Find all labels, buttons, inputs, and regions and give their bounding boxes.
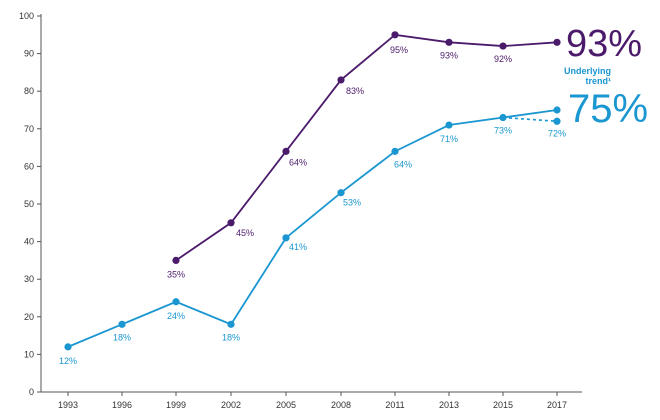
x-tick-label: 1999: [166, 400, 186, 410]
y-tick-label: 90: [24, 49, 34, 59]
underlying-trend-data-label: 72%: [548, 128, 566, 138]
blue-data-label: 53%: [343, 198, 361, 208]
underlying-trend-line: [502, 116, 558, 123]
purple-data-label: 92%: [494, 54, 512, 64]
purple-data-label: 45%: [236, 228, 254, 238]
purple-data-label: 83%: [346, 86, 364, 96]
purple-data-label: 93%: [440, 50, 458, 60]
purple-point: [337, 76, 345, 84]
x-tick-label: 2008: [331, 400, 351, 410]
trend-annotation-line2: trend¹: [586, 76, 612, 86]
blue-point: [64, 343, 72, 351]
y-tick-label: 60: [24, 161, 34, 171]
underlying-trend-point: [553, 117, 561, 125]
x-tick-label: 2017: [547, 400, 567, 410]
purple-line: [175, 33, 558, 262]
blue-line: [67, 109, 558, 348]
purple-point: [445, 38, 453, 46]
purple-point: [391, 31, 399, 39]
purple-point: [553, 38, 561, 46]
x-tick-label: 2015: [493, 400, 513, 410]
y-tick-label: 40: [24, 237, 34, 247]
y-tick-label: 50: [24, 199, 34, 209]
purple-end-value: 93%: [566, 23, 642, 65]
blue-end-value: 75%: [568, 87, 648, 131]
blue-point: [172, 298, 180, 306]
y-tick-label: 100: [19, 11, 34, 21]
blue-data-label: 71%: [440, 134, 458, 144]
blue-point: [445, 121, 453, 129]
x-tick-label: 1993: [58, 400, 78, 410]
purple-data-label: 95%: [390, 45, 408, 55]
x-tick-label: 1996: [112, 400, 132, 410]
purple-point: [282, 147, 290, 155]
blue-point: [391, 147, 399, 155]
y-tick-label: 0: [29, 387, 34, 397]
blue-data-label: 41%: [289, 242, 307, 252]
purple-point: [227, 219, 235, 227]
y-tick-label: 80: [24, 86, 34, 96]
y-tick-label: 10: [24, 349, 34, 359]
purple-point: [172, 256, 180, 264]
blue-data-label: 18%: [113, 332, 131, 342]
purple-data-label: 64%: [289, 157, 307, 167]
trend-annotation-line1: Underlying: [564, 66, 611, 76]
blue-data-label: 73%: [494, 126, 512, 136]
blue-data-label: 64%: [394, 159, 412, 169]
x-tick-label: 2011: [385, 400, 404, 410]
x-tick-label: 2002: [221, 400, 241, 410]
blue-point: [553, 106, 561, 114]
x-tick-label: 2005: [276, 400, 296, 410]
blue-point: [227, 320, 235, 328]
x-tick-label: 2013: [439, 400, 459, 410]
blue-point: [118, 320, 126, 328]
blue-data-label: 18%: [222, 332, 240, 342]
blue-point: [282, 234, 290, 242]
purple-point: [499, 42, 507, 50]
y-tick-label: 70: [24, 124, 34, 134]
blue-point: [337, 189, 345, 197]
y-tick-label: 30: [24, 274, 34, 284]
blue-data-label: 24%: [167, 311, 185, 321]
purple-data-label: 35%: [167, 269, 185, 279]
blue-data-label: 12%: [59, 356, 77, 366]
y-tick-label: 20: [24, 312, 34, 322]
